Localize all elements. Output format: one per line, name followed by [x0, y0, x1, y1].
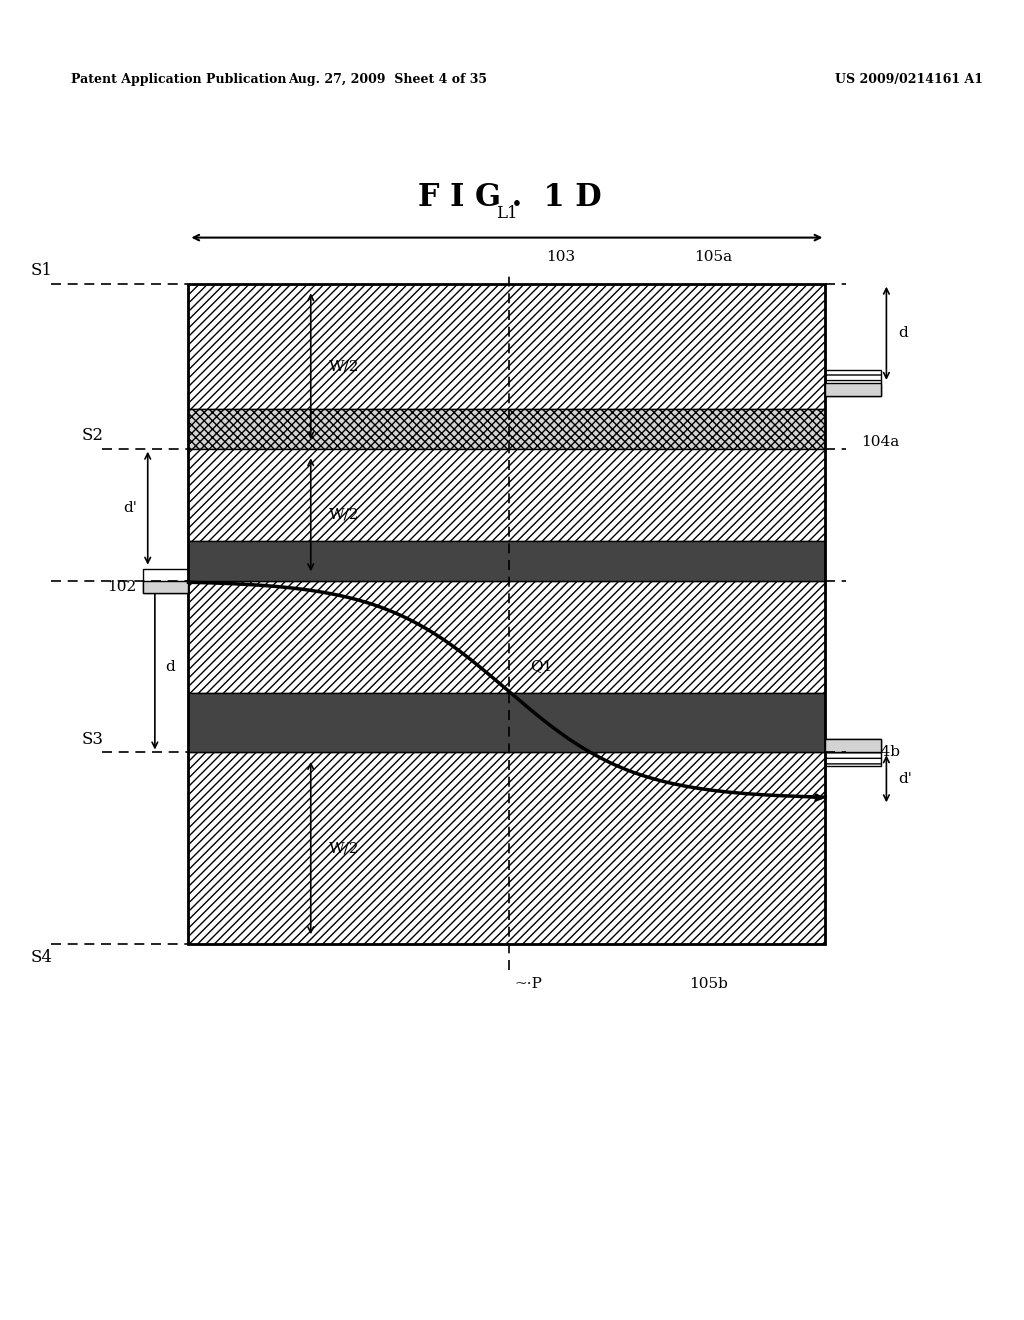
Text: Patent Application Publication: Patent Application Publication — [72, 73, 287, 86]
Text: L1: L1 — [496, 205, 518, 222]
Text: d: d — [165, 660, 175, 673]
Text: d': d' — [899, 772, 912, 785]
Bar — [188, 693, 825, 752]
Text: S2: S2 — [82, 428, 103, 444]
Bar — [188, 541, 825, 581]
Bar — [188, 752, 825, 944]
Text: F I G .  1 D: F I G . 1 D — [418, 182, 601, 214]
Text: d: d — [899, 326, 908, 341]
Text: 104b: 104b — [861, 746, 900, 759]
Bar — [825, 739, 882, 766]
Bar — [825, 383, 882, 396]
Bar — [188, 284, 825, 944]
Text: 105a: 105a — [694, 249, 732, 264]
Bar — [142, 581, 188, 593]
Text: 104a: 104a — [861, 436, 899, 449]
Text: S3: S3 — [82, 731, 103, 747]
Text: S4: S4 — [31, 949, 52, 965]
Bar — [142, 569, 188, 593]
Text: 105b: 105b — [689, 977, 727, 991]
Bar — [188, 284, 825, 409]
Text: 102: 102 — [106, 581, 136, 594]
Text: W/2: W/2 — [329, 359, 359, 374]
Text: W/2: W/2 — [329, 508, 359, 521]
Text: Aug. 27, 2009  Sheet 4 of 35: Aug. 27, 2009 Sheet 4 of 35 — [288, 73, 486, 86]
Bar — [188, 449, 825, 541]
Bar — [825, 739, 882, 752]
Text: S1: S1 — [31, 263, 52, 279]
Text: W/2: W/2 — [329, 841, 359, 855]
Text: 103: 103 — [546, 249, 574, 264]
Bar — [188, 409, 825, 449]
Text: d': d' — [124, 502, 137, 515]
Text: US 2009/0214161 A1: US 2009/0214161 A1 — [836, 73, 983, 86]
Bar — [188, 581, 825, 693]
Text: Q1: Q1 — [529, 660, 552, 673]
Text: ~·P: ~·P — [514, 977, 543, 991]
Bar — [825, 370, 882, 396]
